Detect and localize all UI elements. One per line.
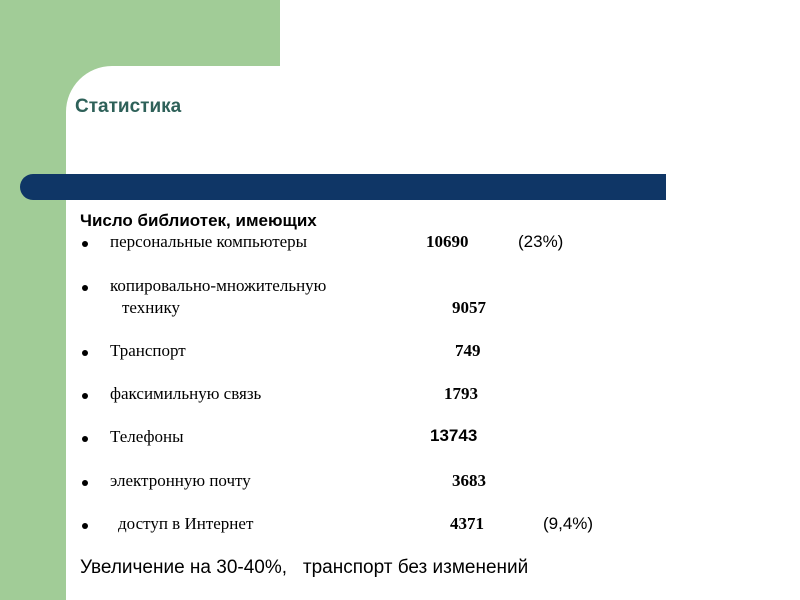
list-item: Транспорт 749 bbox=[0, 341, 800, 365]
content-area bbox=[66, 66, 800, 600]
item-label: Транспорт bbox=[110, 341, 186, 360]
item-value: 10690 bbox=[426, 232, 469, 251]
list-item: копировально-множительную bbox=[0, 276, 800, 300]
item-value: 13743 bbox=[430, 426, 478, 445]
bullet-icon bbox=[82, 241, 88, 247]
item-label: факсимильную связь bbox=[110, 384, 262, 403]
bullet-icon bbox=[82, 393, 88, 399]
item-value: 1793 bbox=[444, 384, 478, 403]
item-label: электронную почту bbox=[110, 471, 251, 490]
bullet-icon bbox=[82, 480, 88, 486]
list-heading: Число библиотек, имеющих bbox=[80, 211, 317, 230]
item-label: доступ в Интернет bbox=[118, 514, 254, 533]
bullet-icon bbox=[82, 523, 88, 529]
item-value: 4371 bbox=[450, 514, 484, 533]
list-item: доступ в Интернет 4371 (9,4%) bbox=[0, 514, 800, 538]
decor-navy-bar bbox=[20, 174, 666, 200]
item-value: 3683 bbox=[452, 471, 486, 490]
list-item-continuation: технику 9057 bbox=[0, 298, 800, 322]
bullet-icon bbox=[82, 285, 88, 291]
decor-green-strip bbox=[0, 0, 66, 600]
slide-title: Статистика bbox=[75, 96, 182, 117]
item-label-line2: технику bbox=[122, 298, 180, 317]
footer-note: Увеличение на 30-40%, транспорт без изме… bbox=[80, 557, 529, 578]
list-item: электронную почту 3683 bbox=[0, 471, 800, 495]
item-value: 9057 bbox=[452, 298, 486, 317]
bullet-icon bbox=[82, 436, 88, 442]
bullet-icon bbox=[82, 350, 88, 356]
item-label: персональные компьютеры bbox=[110, 232, 308, 251]
item-percent: (9,4%) bbox=[543, 514, 594, 533]
list-item: Телефоны 13743 bbox=[0, 426, 800, 451]
list-item: факсимильную связь 1793 bbox=[0, 384, 800, 408]
item-percent: (23%) bbox=[518, 232, 564, 251]
item-label: копировально-множительную bbox=[110, 276, 327, 295]
item-value: 749 bbox=[455, 341, 481, 360]
list-item: персональные компьютеры 10690 (23%) bbox=[0, 232, 800, 256]
item-label: Телефоны bbox=[110, 427, 184, 446]
